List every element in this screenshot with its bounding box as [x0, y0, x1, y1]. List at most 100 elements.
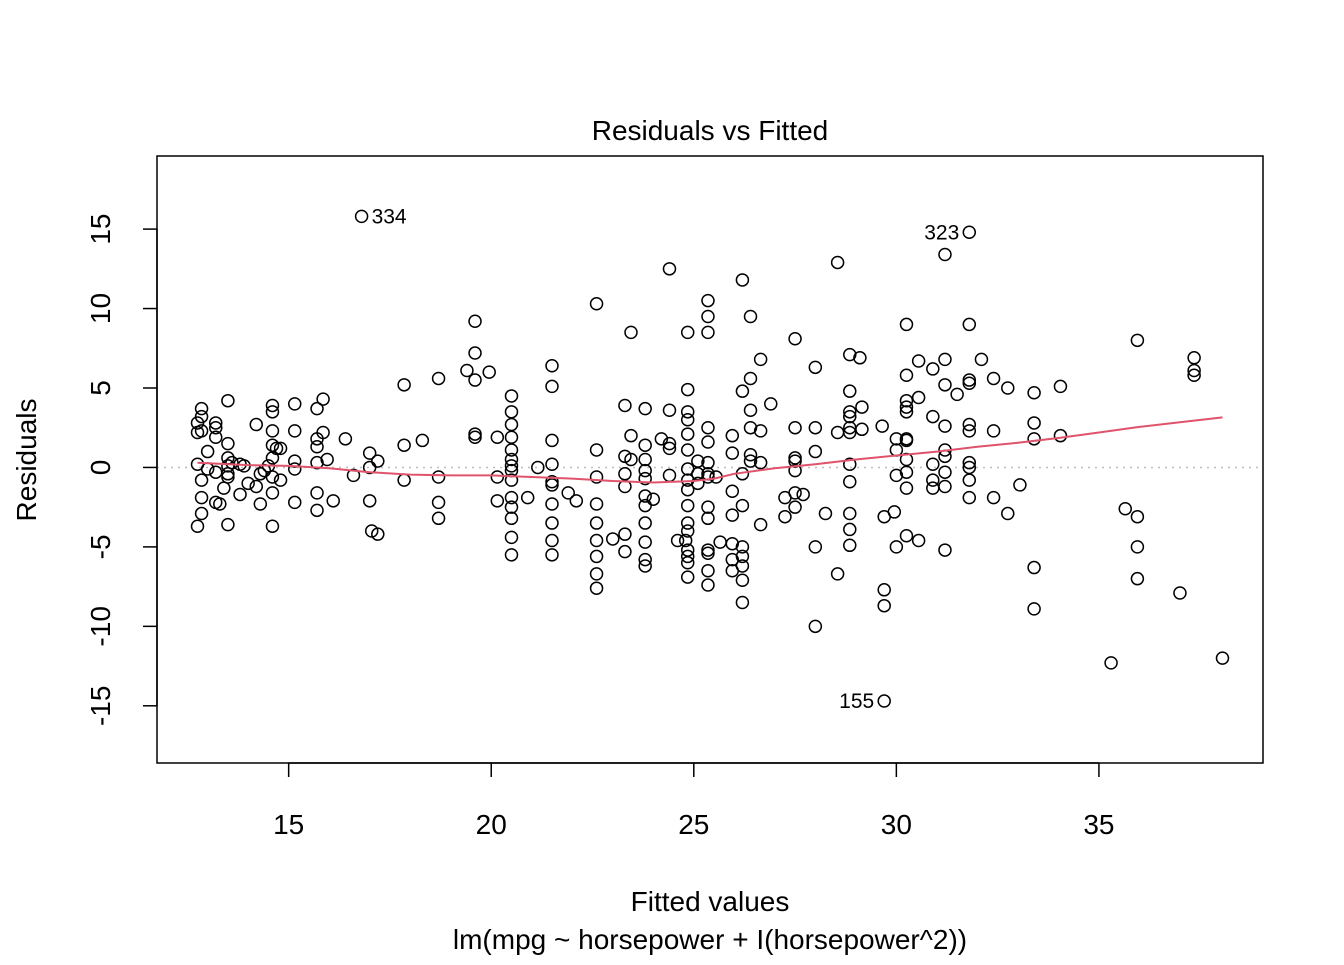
residual-point	[1187, 363, 1201, 378]
residual-point	[796, 487, 810, 502]
residual-point	[638, 452, 652, 467]
residual-point	[208, 416, 223, 430]
residual-point	[701, 420, 715, 435]
y-tick-label: -5	[85, 534, 116, 559]
residual-point	[589, 516, 604, 530]
residual-point	[468, 427, 482, 441]
residual-point	[1027, 416, 1041, 430]
smooth-trend-line	[197, 416, 1223, 484]
residual-point	[504, 548, 519, 562]
residual-point	[899, 481, 914, 495]
residual-point	[899, 400, 914, 414]
residual-point	[843, 347, 857, 362]
residual-point	[589, 549, 604, 564]
residual-point	[962, 473, 977, 487]
residual-point	[926, 473, 940, 487]
residual-point	[938, 247, 952, 262]
residual-point	[843, 522, 857, 537]
residual-point	[310, 440, 324, 454]
outlier-label: 323	[924, 221, 959, 244]
residual-point	[265, 470, 280, 484]
residual-point	[889, 432, 904, 446]
residual-point	[680, 443, 695, 457]
residual-point	[249, 479, 264, 494]
residual-point	[753, 455, 768, 470]
y-tick-label: 15	[85, 214, 116, 245]
residual-point	[221, 470, 235, 484]
residual-point	[265, 424, 280, 438]
residual-point	[269, 441, 284, 456]
residual-point	[701, 325, 715, 340]
residual-point	[843, 405, 857, 419]
residual-point	[589, 497, 604, 511]
residual-point	[1027, 432, 1041, 446]
residual-point	[1001, 506, 1015, 521]
x-tick-label: 15	[273, 809, 304, 840]
residual-point	[938, 543, 952, 557]
residual-point	[520, 490, 535, 505]
residual-point	[287, 397, 302, 411]
residual-point	[662, 441, 677, 456]
residual-point	[194, 490, 209, 505]
residual-point	[680, 382, 695, 397]
residual-point	[490, 470, 505, 484]
residual-point	[545, 358, 559, 373]
residual-point	[606, 532, 620, 546]
residual-point	[638, 463, 652, 478]
outlier-label: 155	[839, 690, 874, 713]
residual-point	[265, 486, 280, 500]
residual-point	[743, 447, 758, 462]
residual-point	[735, 549, 750, 564]
residual-point	[561, 486, 575, 500]
residual-point	[725, 446, 740, 460]
residual-point	[986, 371, 1001, 386]
residual-point	[1053, 428, 1068, 443]
residual-point	[638, 401, 652, 416]
residual-point	[431, 495, 446, 510]
residual-point	[504, 452, 519, 467]
residual-point	[788, 486, 802, 500]
residual-point	[1027, 560, 1041, 575]
residual-point	[415, 433, 430, 448]
residual-point	[899, 405, 914, 419]
residual-point	[843, 474, 857, 489]
residual-point	[962, 376, 977, 390]
residual-point	[569, 494, 584, 508]
residual-point	[346, 468, 361, 483]
residual-point	[253, 497, 268, 511]
residual-point	[545, 379, 559, 394]
residual-point	[326, 494, 340, 508]
residual-point	[310, 503, 324, 518]
residual-point	[962, 424, 977, 438]
residual-point	[843, 538, 857, 553]
residual-point	[938, 479, 952, 494]
outlier-labels: 334 323 155	[372, 205, 960, 713]
residual-point	[853, 351, 867, 365]
residual-point	[194, 401, 209, 416]
residual-point	[545, 533, 559, 548]
residual-point	[691, 476, 705, 491]
residual-point	[397, 378, 411, 392]
residual-point	[504, 490, 519, 505]
residual-point	[938, 419, 952, 433]
residual-point	[701, 578, 715, 592]
residual-point	[680, 413, 695, 427]
residual-point	[1027, 386, 1041, 400]
residual-point	[986, 424, 1001, 438]
residual-point	[877, 583, 891, 597]
residual-point	[545, 433, 559, 448]
residual-point	[680, 516, 695, 530]
residual-point	[468, 430, 482, 445]
residual-point	[764, 397, 778, 411]
residual-point	[213, 497, 227, 511]
residual-point	[618, 544, 632, 559]
residual-point	[899, 465, 914, 479]
residual-point	[926, 457, 940, 472]
residual-point	[843, 384, 857, 398]
residual-point	[1130, 333, 1145, 348]
outlier-point	[877, 694, 891, 708]
residual-point	[624, 428, 638, 443]
residual-point	[680, 427, 695, 441]
residual-point	[265, 405, 280, 419]
